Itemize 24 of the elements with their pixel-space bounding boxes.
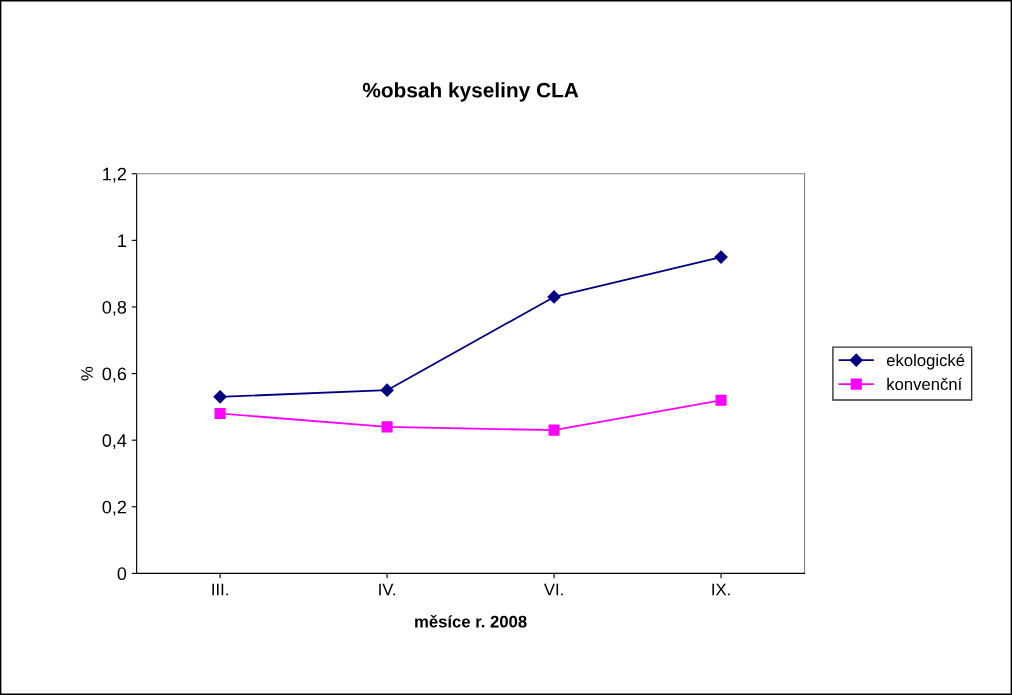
y-tick-label: 1,2 [103,167,126,183]
point [213,390,227,404]
y-tick-label: 0 [117,567,127,581]
point [714,250,728,264]
legend-label: konvenční [887,377,963,391]
legend-label: ekologické [886,353,965,370]
y-tick-label: 0,8 [102,300,127,316]
point [381,421,393,433]
x-tick-label: III. [212,583,228,596]
x-axis-title: měsíce r. 2008 [415,614,527,628]
x-tick-label: IV. [379,583,395,596]
point [214,407,226,420]
point [548,424,560,436]
point [380,383,394,397]
point [715,394,727,406]
y-axis-title: % [81,366,93,381]
x-tick-label: IX. [712,583,730,596]
y-tick-label: 0,4 [102,434,127,450]
y-tick-label: 0,2 [102,500,126,516]
point [547,290,561,304]
x-tick-label: VI. [543,583,563,596]
chart-title: %obsah kyseliny CLA [362,82,579,102]
y-tick-label: 0,6 [102,367,127,383]
y-tick-label: 1 [118,234,127,247]
